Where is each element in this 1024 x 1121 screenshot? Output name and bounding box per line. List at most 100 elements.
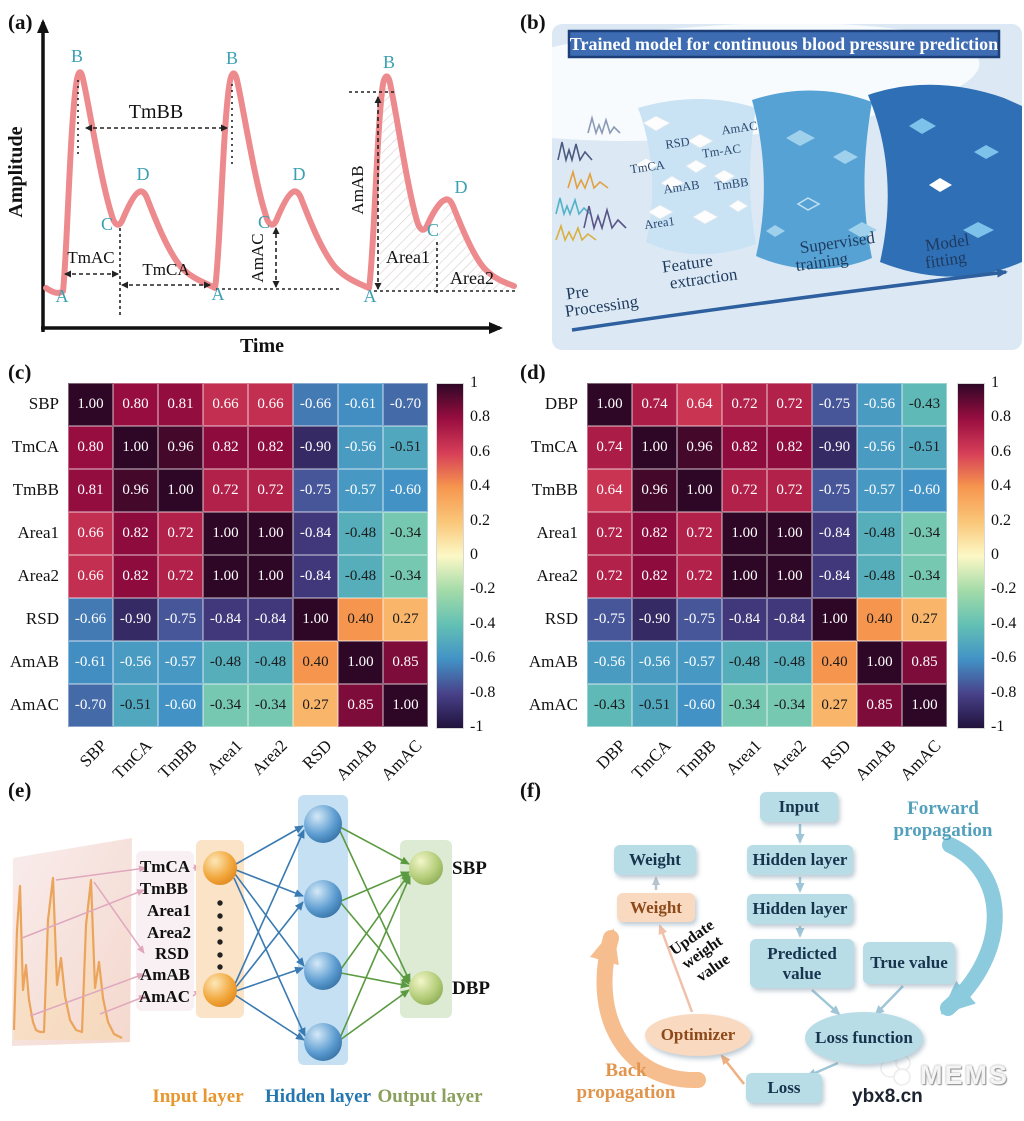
heatmap-cell: 1.00 (113, 426, 158, 469)
colorbar-tick-label: 0.2 (991, 511, 1011, 529)
arrow-predicted-lossfn (811, 989, 841, 1016)
heatmap-cell: -0.75 (812, 383, 857, 426)
svg-text:TmBB: TmBB (140, 879, 188, 898)
heatmap-cell: -0.75 (812, 469, 857, 512)
colorbar-tick-label: -0.2 (470, 580, 496, 598)
heatmap-cell: 0.82 (203, 426, 248, 469)
heatmap-cell: 0.27 (902, 598, 947, 641)
panel-b-pipeline-diagram: RSD AmAC Tm-AC TmCA AmAB TmBB Area1 Trai… (440, 23, 1022, 350)
heatmap-row-label: AmAB (9, 651, 59, 671)
heatmap-cell: -0.34 (248, 684, 293, 727)
heatmap-col-label: AmAC (896, 736, 945, 785)
heatmap-cell: 0.66 (68, 512, 113, 555)
heatmap-cell: 0.27 (812, 684, 857, 727)
area2-label: Area2 (450, 268, 494, 288)
heatmap-cell: 0.72 (677, 512, 722, 555)
heatmap-cell: -0.43 (902, 383, 947, 426)
svg-text:AmAB: AmAB (140, 965, 190, 984)
colorbar-tick-label: -0.8 (470, 683, 496, 701)
heatmap-cell: 1.00 (248, 555, 293, 598)
heatmap-col-label: Area2 (248, 736, 291, 779)
heatmap-cell: 0.82 (113, 555, 158, 598)
heatmap-cell: 1.00 (203, 512, 248, 555)
heatmap-col-label: TmCA (109, 736, 156, 783)
heatmap-cell: -0.48 (722, 641, 767, 684)
flow-node-hidden-layer-1: Hidden layer (747, 845, 853, 875)
colorbar-tick-label: 0 (470, 546, 478, 563)
heatmap-cell: -0.51 (902, 426, 947, 469)
heatmap-row-label: SBP (28, 393, 59, 413)
heatmap-row-label: Area2 (17, 565, 59, 585)
heatmap-cell: 0.27 (383, 598, 428, 641)
panel-letter-f: (f) (520, 778, 541, 802)
heatmap-col-label: AmAC (377, 736, 426, 785)
colorbar-tick-label: 0.8 (991, 408, 1011, 426)
heatmap-cell: 0.72 (203, 469, 248, 512)
heatmap-cell: -0.34 (767, 684, 812, 727)
plane-waveform (12, 876, 123, 1039)
arrow-true-lossfn (874, 985, 904, 1016)
heatmap-cell: -0.90 (113, 598, 158, 641)
heatmap-cell: -0.90 (632, 598, 677, 641)
ybx8-watermark: ybx8.cn (852, 1086, 923, 1107)
heatmap-cell: -0.48 (767, 641, 812, 684)
feature-tm-ac: Tm-AC (701, 141, 741, 160)
heatmap-cell: -0.56 (587, 641, 632, 684)
heatmap-row-label: Area2 (536, 565, 578, 585)
colorbar-tick-label: 0.4 (470, 477, 490, 495)
heatmap-cell: 1.00 (248, 512, 293, 555)
heatmap-cell: -0.75 (677, 598, 722, 641)
fitting-diamonds (909, 118, 999, 238)
panel-letter-a: (a) (8, 10, 33, 34)
plane-waveform-fill (14, 878, 122, 1040)
heatmap-cell: -0.75 (158, 598, 203, 641)
heatmap-cell: 0.81 (68, 469, 113, 512)
heatmap-row-label: TmCA (11, 436, 59, 456)
heatmap-cell: 0.66 (68, 555, 113, 598)
output-layer-slab (400, 840, 452, 1018)
heatmap-row-label: AmAC (9, 694, 59, 714)
heatmap-cell: 0.72 (722, 469, 767, 512)
svg-text:Area2: Area2 (147, 923, 191, 942)
hidden-layer-caption: Hidden layer (265, 1086, 372, 1107)
heatmap-col-label: Area2 (767, 736, 810, 779)
colorbar-tick-label: -0.6 (991, 649, 1017, 667)
feature-labels: RSD AmAC Tm-AC TmCA AmAB TmBB Area1 (629, 119, 758, 233)
heatmap-cell: -0.51 (383, 426, 428, 469)
hidden-node-1 (304, 805, 342, 843)
panel-a-waveform-diagram: Amplitude Time TmBB TmAC TmCA AmAC AmAB … (5, 19, 518, 357)
heatmap-cell: -0.84 (722, 598, 767, 641)
heatmap-cell: -0.34 (383, 555, 428, 598)
heatmap-cell: 0.80 (113, 383, 158, 426)
heatmap-cell: 0.72 (767, 383, 812, 426)
colorbar-tick-label: 1 (991, 374, 999, 391)
heatmap-cell: 0.72 (587, 555, 632, 598)
arrow-loss-optimizer (720, 1054, 745, 1085)
point-b2: B (226, 48, 238, 68)
heatmap-cell: 1.00 (587, 383, 632, 426)
input-node-2 (203, 973, 237, 1007)
heatmap-row-label: AmAB (528, 651, 578, 671)
heatmap-cell: -0.61 (68, 641, 113, 684)
signal-squiggle-orange (567, 169, 609, 191)
heatmap-cell: -0.56 (857, 383, 902, 426)
feature-rsd: RSD (664, 134, 690, 151)
heatmap-cell: 1.00 (68, 383, 113, 426)
heatmap-row-label: TmBB (12, 479, 59, 499)
heatmap-cell: -0.57 (677, 641, 722, 684)
heatmap-col-label: RSD (299, 736, 336, 773)
heatmap-col-label: TmBB (673, 736, 720, 783)
colorbar-tick-label: -0.2 (991, 580, 1017, 598)
heatmap-cell: 1.00 (338, 641, 383, 684)
heatmap-cell: 0.82 (248, 426, 293, 469)
heatmap-cell: -0.66 (293, 383, 338, 426)
heatmap-cell: -0.60 (158, 684, 203, 727)
x-axis-label: Time (240, 335, 284, 357)
panel-letter-e: (e) (8, 778, 32, 802)
heatmap-cell: 0.82 (632, 555, 677, 598)
flow-node-true-value: True value (863, 942, 955, 984)
heatmap-row-label: Area1 (17, 522, 59, 542)
heatmap-cell: 1.00 (383, 684, 428, 727)
point-a3: A (364, 286, 377, 306)
